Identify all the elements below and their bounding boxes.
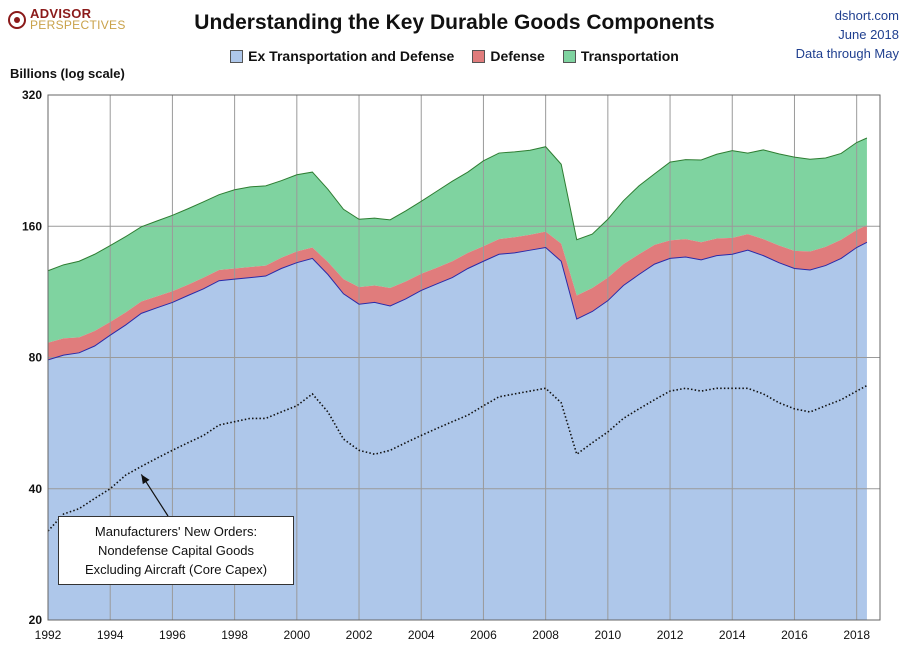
plot-border [47,94,881,621]
legend-label-ex-transport: Ex Transportation and Defense [248,48,455,64]
core-capex-annotation: Manufacturers' New Orders: Nondefense Ca… [58,516,294,585]
legend-item-ex-transport: Ex Transportation and Defense [230,48,454,64]
annotation-line-3: Excluding Aircraft (Core Capex) [84,562,268,577]
x-tick-label-2016: 2016 [781,628,808,642]
annotation-arrow-head [141,474,150,485]
line-ex-transport-top [47,241,868,361]
line-transportation-top [47,137,868,272]
legend-swatch-transportation [562,49,576,63]
legend-item-transportation: Transportation [562,48,679,64]
legend-swatch-ex-transport [230,49,244,63]
y-tick-label-80: 80 [29,351,43,365]
x-tick-label-1996: 1996 [159,628,186,642]
annotation-line-2: Nondefense Capital Goods [97,543,255,558]
x-tick-label-1994: 1994 [97,628,124,642]
logo-mark-icon [8,11,26,29]
legend-item-defense: Defense [472,48,545,64]
annotation-line-1: Manufacturers' New Orders: [94,524,258,539]
source-through: Data through May [795,46,899,61]
legend-swatch-defense [472,49,486,63]
x-tick-label-2014: 2014 [719,628,746,642]
advisor-perspectives-logo: ADVISOR PERSPECTIVES [8,6,126,33]
y-axis-label: Billions (log scale) [10,66,125,81]
x-tick-label-2008: 2008 [532,628,559,642]
x-tick-label-2002: 2002 [346,628,373,642]
x-tick-label-1998: 1998 [221,628,248,642]
x-tick-label-2006: 2006 [470,628,497,642]
y-tick-label-20: 20 [29,613,43,627]
x-tick-label-2004: 2004 [408,628,435,642]
legend-label-transportation: Transportation [580,48,679,64]
source-site: dshort.com [834,8,899,23]
x-tick-label-1992: 1992 [35,628,62,642]
x-tick-label-2012: 2012 [657,628,684,642]
y-tick-label-40: 40 [29,482,43,496]
logo-line1: ADVISOR [30,6,92,21]
x-tick-label-2010: 2010 [594,628,621,642]
source-date: June 2018 [838,27,899,42]
x-tick-label-2000: 2000 [283,628,310,642]
y-tick-label-320: 320 [22,88,42,102]
area-defense [48,225,867,360]
y-tick-label-160: 160 [22,219,42,233]
legend-label-defense: Defense [490,48,545,64]
chart-legend: Ex Transportation and Defense Defense Tr… [0,48,909,64]
source-block: dshort.com June 2018 Data through May [796,6,899,63]
logo-line2: PERSPECTIVES [30,18,126,33]
x-tick-label-2018: 2018 [843,628,870,642]
area-transportation [48,137,867,343]
chart-title: Understanding the Key Durable Goods Comp… [194,11,715,34]
